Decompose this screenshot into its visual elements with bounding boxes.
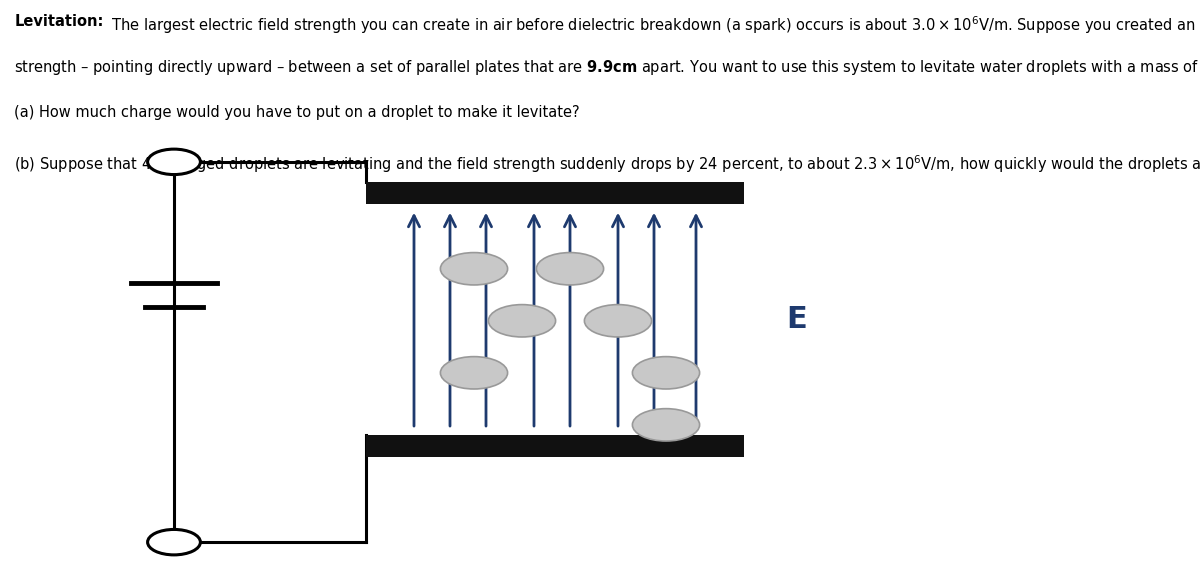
Bar: [366, 182, 744, 204]
Circle shape: [632, 357, 700, 389]
Circle shape: [584, 305, 652, 337]
Circle shape: [536, 253, 604, 285]
Circle shape: [440, 253, 508, 285]
Text: (b) Suppose that 43 charged droplets are levitating and the field strength sudde: (b) Suppose that 43 charged droplets are…: [14, 153, 1200, 175]
Bar: [366, 435, 744, 457]
Text: (a) How much charge would you have to put on a droplet to make it levitate?: (a) How much charge would you have to pu…: [14, 105, 580, 120]
Circle shape: [148, 149, 200, 175]
Circle shape: [488, 305, 556, 337]
Text: The largest electric field strength you can create in air before dielectric brea: The largest electric field strength you …: [107, 14, 1200, 36]
Text: strength – pointing directly upward – between a set of parallel plates that are : strength – pointing directly upward – be…: [14, 58, 1200, 77]
Text: Levitation:: Levitation:: [14, 14, 103, 29]
Circle shape: [148, 529, 200, 555]
Text: $\mathbf{E}$: $\mathbf{E}$: [786, 304, 806, 335]
Circle shape: [632, 409, 700, 441]
Circle shape: [440, 357, 508, 389]
